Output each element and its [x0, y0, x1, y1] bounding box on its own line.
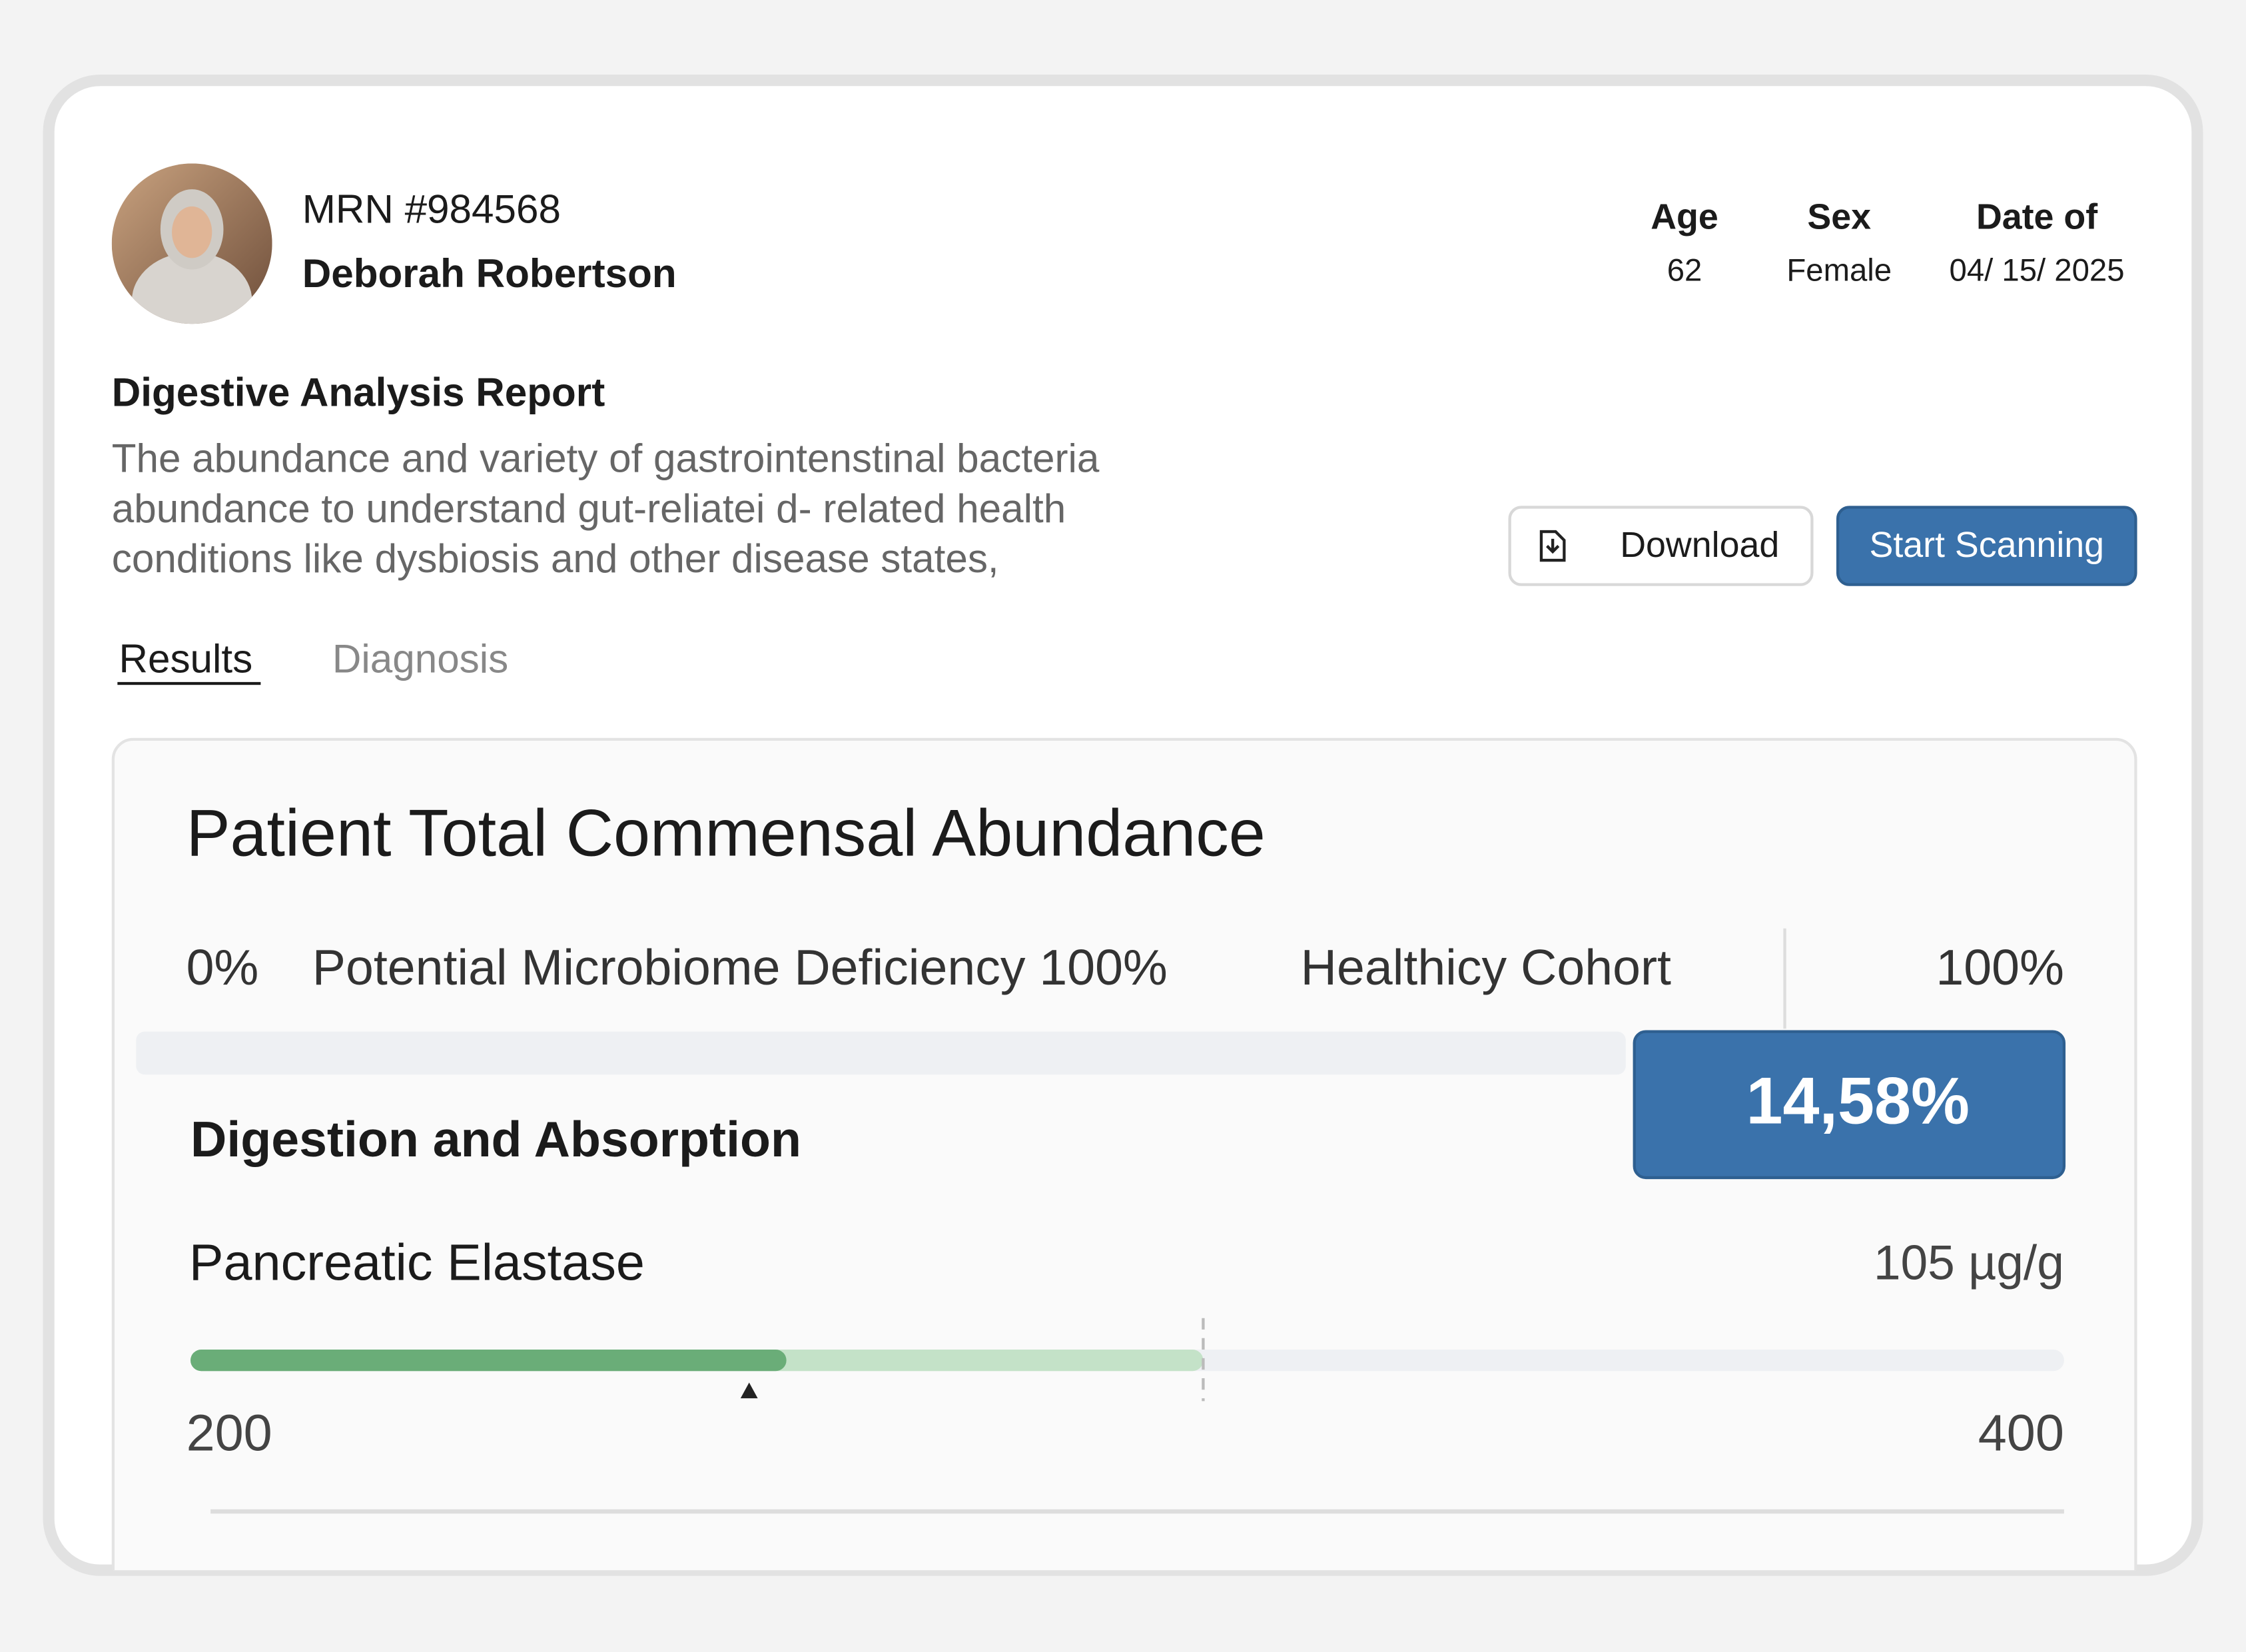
field-label: Age — [1651, 197, 1718, 236]
button-label: Start Scanning — [1869, 525, 2104, 565]
abundance-track — [136, 1031, 1626, 1075]
report-description: conditions like dysbiosis and other dise… — [112, 536, 999, 581]
cohort-label: Healthicy Cohort — [1301, 939, 1671, 995]
marker-value: 105 µg/g — [1874, 1236, 2064, 1290]
scale-low: 0% — [187, 939, 259, 995]
tab-diagnosis[interactable]: Diagnosis — [332, 636, 508, 681]
report-title: Digestive Analysis Report — [112, 370, 605, 415]
range-pointer — [740, 1382, 758, 1399]
marker-name: Pancreatic Elastase — [189, 1234, 645, 1292]
score: 14,58% — [1746, 1064, 1969, 1138]
range-high: 400 — [1978, 1405, 2064, 1462]
scale-high: 100% — [1936, 939, 2063, 995]
report-description: abundance to understand gut-reliatei d- … — [112, 486, 1066, 531]
avatar — [111, 163, 272, 324]
start-scanning-button[interactable]: Start Scanning — [1836, 506, 2137, 586]
button-label: Download — [1620, 525, 1779, 565]
score-box — [1633, 1030, 2066, 1180]
card-title: Patient Total Commensal Abundance — [187, 795, 1266, 869]
field-value: 62 — [1667, 252, 1702, 288]
range-fill — [190, 1350, 787, 1372]
field-label: Sex — [1807, 197, 1871, 236]
field-value: 04/ 15/ 2025 — [1950, 252, 2125, 288]
results-card: Patient Total Commensal Abundance 0% Pot… — [111, 737, 2137, 1571]
tab-results[interactable]: Results — [119, 636, 252, 681]
tab-underline — [117, 681, 261, 685]
field-label: Date of — [1976, 197, 2097, 236]
range-low: 200 — [187, 1405, 272, 1462]
download-button[interactable]: Download — [1508, 506, 1814, 586]
section-title: Digestion and Absorption — [190, 1111, 801, 1167]
mrn: MRN #984568 — [302, 186, 561, 231]
report-description: The abundance and variety of gastrointen… — [112, 436, 1100, 481]
deficiency-label: Potential Microbiome Deficiency 100% — [312, 939, 1168, 995]
field-value: Female — [1786, 252, 1892, 288]
patient-name: Deborah Robertson — [302, 250, 677, 296]
